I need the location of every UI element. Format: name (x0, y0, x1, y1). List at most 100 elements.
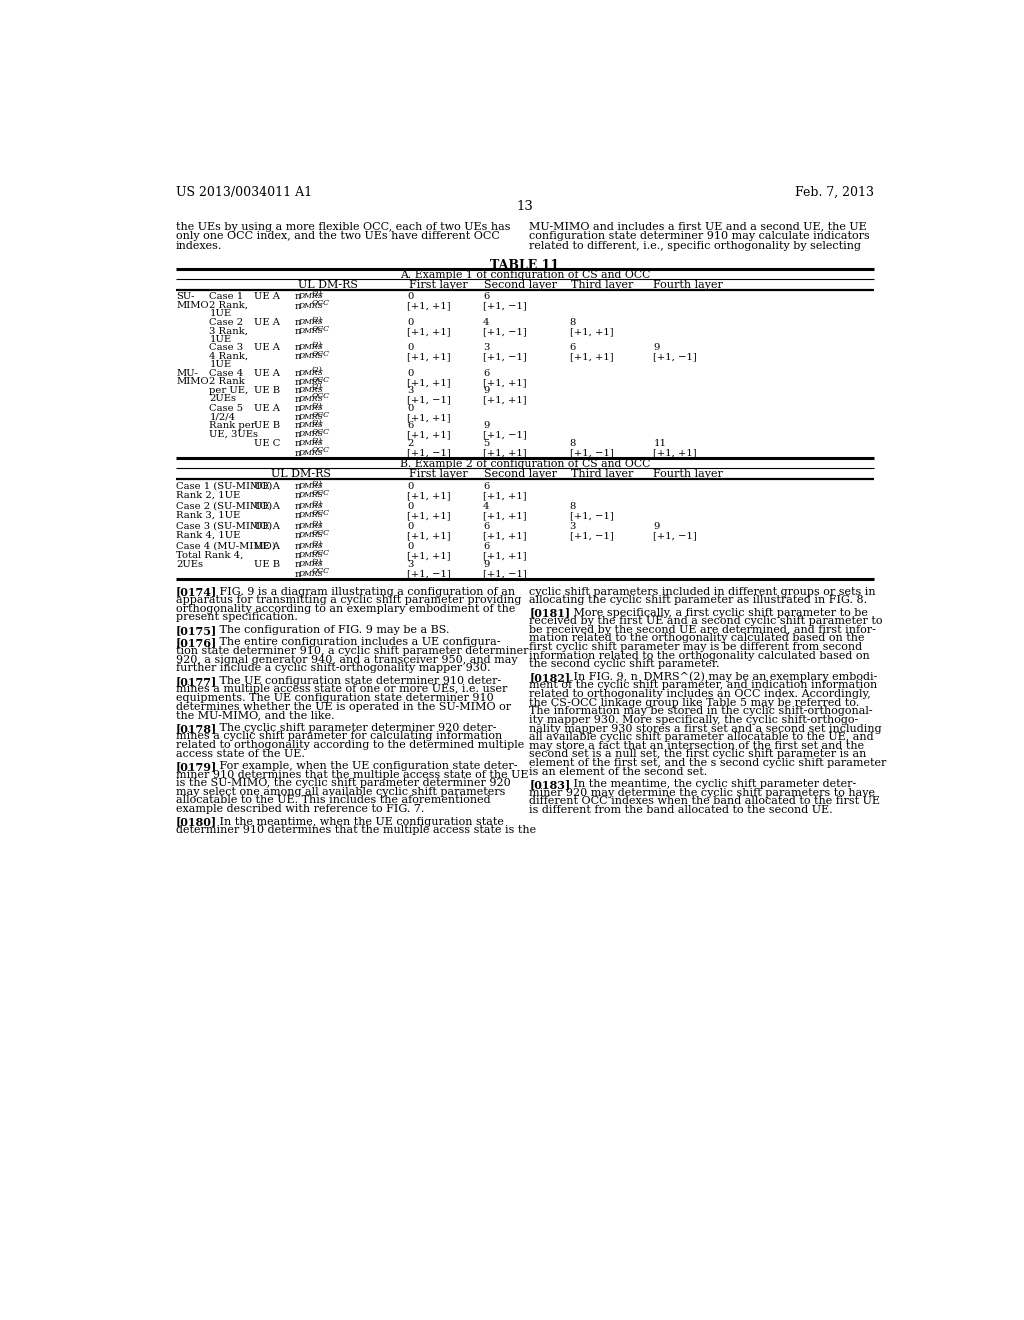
Text: 9: 9 (483, 421, 489, 430)
Text: 3: 3 (569, 521, 577, 531)
Text: Case 1: Case 1 (209, 293, 244, 301)
Text: the UEs by using a more flexible OCC, each of two UEs has: the UEs by using a more flexible OCC, ea… (176, 222, 511, 231)
Text: OCC: OCC (311, 392, 330, 400)
Text: miner 920 may determine the cyclic shift parameters to have: miner 920 may determine the cyclic shift… (529, 788, 876, 797)
Text: Rank 4, 1UE: Rank 4, 1UE (176, 531, 241, 540)
Text: 0: 0 (407, 368, 414, 378)
Text: [+1, +1]: [+1, +1] (407, 511, 451, 520)
Text: UE A: UE A (254, 293, 280, 301)
Text: [+1, +1]: [+1, +1] (407, 531, 451, 540)
Text: DMRS: DMRS (299, 521, 324, 529)
Text: The UE configuration state determiner 910 deter-: The UE configuration state determiner 91… (209, 676, 502, 685)
Text: OCC: OCC (311, 529, 330, 537)
Text: 11: 11 (653, 440, 667, 449)
Text: access state of the UE.: access state of the UE. (176, 748, 305, 759)
Text: 2UEs: 2UEs (176, 561, 203, 569)
Text: n: n (295, 404, 301, 413)
Text: tion state determiner 910, a cyclic shift parameter determiner: tion state determiner 910, a cyclic shif… (176, 645, 528, 656)
Text: 3 Rank,: 3 Rank, (209, 326, 249, 335)
Text: [+1, −1]: [+1, −1] (483, 352, 526, 362)
Text: [0182]: [0182] (529, 672, 570, 682)
Text: (2): (2) (311, 499, 323, 507)
Text: cyclic shift parameters included in different groups or sets in: cyclic shift parameters included in diff… (529, 586, 877, 597)
Text: DMRS: DMRS (299, 570, 324, 578)
Text: n: n (295, 318, 301, 327)
Text: DMRS: DMRS (299, 395, 324, 403)
Text: [0181]: [0181] (529, 607, 570, 619)
Text: mines a cyclic shift parameter for calculating information: mines a cyclic shift parameter for calcu… (176, 731, 503, 742)
Text: [0180]: [0180] (176, 817, 217, 828)
Text: n: n (295, 352, 301, 362)
Text: DMRS: DMRS (299, 302, 324, 310)
Text: DMRS: DMRS (299, 491, 324, 499)
Text: DMRS: DMRS (299, 327, 324, 335)
Text: (2): (2) (311, 418, 323, 426)
Text: UE A: UE A (254, 482, 280, 491)
Text: OCC: OCC (311, 549, 330, 557)
Text: Case 4: Case 4 (209, 368, 244, 378)
Text: (2): (2) (311, 437, 323, 445)
Text: Third layer: Third layer (571, 280, 634, 290)
Text: n: n (295, 449, 301, 458)
Text: n: n (295, 413, 301, 422)
Text: Case 3: Case 3 (209, 343, 244, 352)
Text: The cyclic shift parameter determiner 920 deter-: The cyclic shift parameter determiner 92… (209, 722, 497, 733)
Text: MU-MIMO and includes a first UE and a second UE, the UE: MU-MIMO and includes a first UE and a se… (529, 222, 867, 231)
Text: 920, a signal generator 940, and a transceiver 950, and may: 920, a signal generator 940, and a trans… (176, 655, 518, 664)
Text: UE A: UE A (254, 404, 280, 413)
Text: present specification.: present specification. (176, 612, 298, 623)
Text: 1/2/4: 1/2/4 (209, 412, 236, 421)
Text: [+1, −1]: [+1, −1] (653, 531, 697, 540)
Text: 0: 0 (407, 293, 414, 301)
Text: UE A: UE A (254, 502, 280, 511)
Text: B. Example 2 of configuration of CS and OCC: B. Example 2 of configuration of CS and … (399, 459, 650, 470)
Text: First layer: First layer (409, 470, 467, 479)
Text: [+1, +1]: [+1, +1] (407, 430, 451, 440)
Text: DMRS: DMRS (299, 561, 324, 569)
Text: UL DM-RS: UL DM-RS (299, 280, 358, 290)
Text: (2): (2) (311, 558, 323, 566)
Text: DMRS: DMRS (299, 430, 324, 438)
Text: Feb. 7, 2013: Feb. 7, 2013 (795, 186, 873, 199)
Text: n: n (295, 421, 301, 430)
Text: Second layer: Second layer (484, 470, 557, 479)
Text: n: n (295, 302, 301, 310)
Text: related to orthogonality according to the determined multiple: related to orthogonality according to th… (176, 741, 524, 750)
Text: [+1, −1]: [+1, −1] (407, 449, 451, 458)
Text: [+1, −1]: [+1, −1] (483, 302, 526, 310)
Text: OCC: OCC (311, 428, 330, 436)
Text: mines a multiple access state of one or more UEs, i.e. user: mines a multiple access state of one or … (176, 684, 508, 694)
Text: Third layer: Third layer (571, 470, 634, 479)
Text: [0179]: [0179] (176, 762, 217, 772)
Text: MIMO: MIMO (176, 378, 209, 385)
Text: DMRS: DMRS (299, 482, 324, 490)
Text: may select one among all available cyclic shift parameters: may select one among all available cycli… (176, 787, 506, 797)
Text: For example, when the UE configuration state deter-: For example, when the UE configuration s… (209, 762, 518, 771)
Text: the MU-MIMO, and the like.: the MU-MIMO, and the like. (176, 710, 335, 721)
Text: [+1, +1]: [+1, +1] (407, 327, 451, 337)
Text: indexes.: indexes. (176, 240, 222, 251)
Text: 1UE: 1UE (209, 309, 231, 318)
Text: [+1, +1]: [+1, +1] (407, 352, 451, 362)
Text: DMRS: DMRS (299, 552, 324, 560)
Text: The information may be stored in the cyclic shift-orthogonal-: The information may be stored in the cyc… (529, 706, 873, 717)
Text: MU-: MU- (176, 368, 198, 378)
Text: (2): (2) (311, 367, 323, 375)
Text: [+1, −1]: [+1, −1] (483, 570, 526, 578)
Text: second set is a null set, the first cyclic shift parameter is an: second set is a null set, the first cycl… (529, 750, 867, 759)
Text: 2 Rank,: 2 Rank, (209, 301, 249, 310)
Text: [+1, +1]: [+1, +1] (569, 352, 613, 362)
Text: 0: 0 (407, 404, 414, 413)
Text: 6: 6 (407, 421, 414, 430)
Text: information related to the orthogonality calculated based on: information related to the orthogonality… (529, 651, 870, 661)
Text: Case 1 (SU-MIMO): Case 1 (SU-MIMO) (176, 482, 272, 491)
Text: n: n (295, 378, 301, 387)
Text: per UE,: per UE, (209, 385, 249, 395)
Text: DMRS: DMRS (299, 531, 324, 539)
Text: The entire configuration includes a UE configura-: The entire configuration includes a UE c… (209, 638, 501, 647)
Text: 0: 0 (407, 482, 414, 491)
Text: Fourth layer: Fourth layer (653, 470, 723, 479)
Text: OCC: OCC (311, 411, 330, 418)
Text: 8: 8 (569, 318, 577, 327)
Text: UE A: UE A (254, 318, 280, 327)
